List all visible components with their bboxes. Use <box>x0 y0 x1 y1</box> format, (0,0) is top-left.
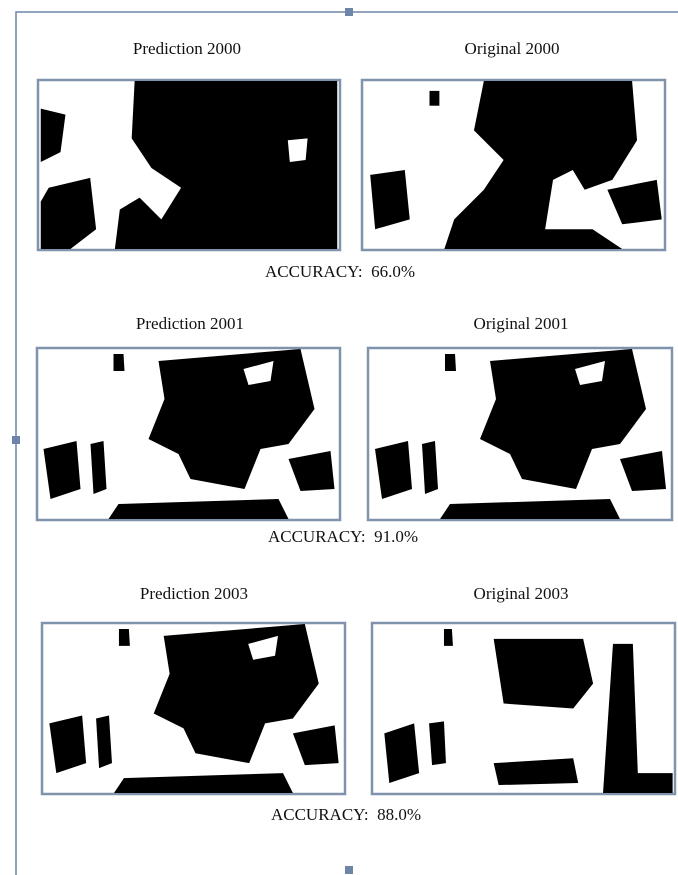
handle <box>12 436 20 444</box>
original-title: Original 2001 <box>474 314 569 333</box>
prediction-title: Prediction 2000 <box>133 39 241 58</box>
handle <box>345 8 353 16</box>
page: Prediction 2000 Original 2000 ACCURACY: … <box>0 0 678 875</box>
handle <box>345 866 353 874</box>
prediction-title: Prediction 2003 <box>140 584 248 603</box>
original-title: Original 2000 <box>465 39 560 58</box>
original-title: Original 2003 <box>474 584 569 603</box>
figure: Prediction 2000 Original 2000 ACCURACY: … <box>0 0 678 875</box>
accuracy: ACCURACY: 66.0% <box>265 262 415 281</box>
accuracy: ACCURACY: 91.0% <box>268 527 418 546</box>
accuracy: ACCURACY: 88.0% <box>271 805 421 824</box>
prediction-title: Prediction 2001 <box>136 314 244 333</box>
